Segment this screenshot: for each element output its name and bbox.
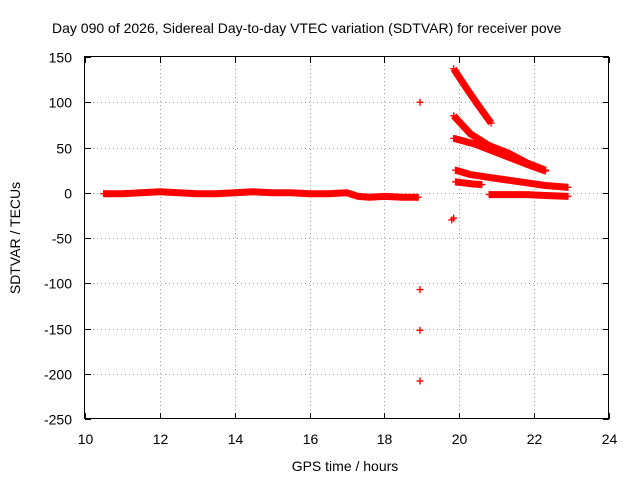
y-tick-label: -50 <box>52 231 72 247</box>
data-point <box>564 183 572 191</box>
data-point <box>416 326 424 334</box>
data-point <box>450 134 458 142</box>
y-tick-label: 0 <box>64 186 72 202</box>
series-band <box>450 66 494 126</box>
series-outliers <box>416 98 424 385</box>
x-axis-label: GPS time / hours <box>292 458 399 474</box>
data-point <box>564 192 572 200</box>
data-point <box>450 112 458 120</box>
chart-title: Day 090 of 2026, Sidereal Day-to-day VTE… <box>52 20 562 36</box>
x-tick-label: 18 <box>377 431 393 447</box>
x-tick-label: 10 <box>78 431 94 447</box>
data-point <box>100 190 108 198</box>
data-point <box>541 167 549 175</box>
data-point <box>416 286 424 294</box>
series-arc-1 <box>450 65 495 127</box>
x-tick-label: 20 <box>452 431 468 447</box>
series-band <box>455 178 482 189</box>
series-arc-4 <box>452 166 572 191</box>
data-point <box>452 166 460 174</box>
x-tick-label: 24 <box>602 431 618 447</box>
x-tick-label: 22 <box>527 431 543 447</box>
plot-frame <box>84 56 609 419</box>
series-arc-5 <box>452 178 486 189</box>
data-point <box>487 119 495 127</box>
y-tick-label: -250 <box>44 412 72 428</box>
series-band <box>489 191 568 200</box>
data-point <box>452 178 460 186</box>
y-tick-label: 100 <box>49 95 73 111</box>
series-band <box>452 135 547 175</box>
series-arc-3 <box>450 134 549 175</box>
x-tick-label: 12 <box>153 431 169 447</box>
x-tick-label: 16 <box>303 431 319 447</box>
x-tick-label: 14 <box>228 431 244 447</box>
tick-layer: 10 12 14 16 18 20 22 24 -250 -200 -150 -100 -50 0 50 10… <box>44 50 618 448</box>
y-tick-label: -200 <box>44 367 72 383</box>
grid-layer <box>85 57 609 419</box>
y-tick-label: -150 <box>44 322 72 338</box>
y-axis-label: SDTVAR / TECUs <box>7 182 23 294</box>
data-point <box>478 181 486 189</box>
series-low-point <box>448 214 458 224</box>
y-tick-label: 150 <box>49 50 73 66</box>
y-tick-label: 50 <box>56 141 72 157</box>
data-point <box>450 214 458 222</box>
data-layer <box>100 65 572 385</box>
series-baseline <box>100 188 422 201</box>
data-point <box>416 98 424 106</box>
data-point <box>450 65 458 73</box>
data-point <box>416 377 424 385</box>
series-band <box>454 166 569 191</box>
data-point <box>485 191 493 199</box>
data-point <box>414 193 422 201</box>
y-tick-label: -100 <box>44 276 72 292</box>
series-band <box>103 188 419 201</box>
series-arc-6 <box>485 191 572 200</box>
